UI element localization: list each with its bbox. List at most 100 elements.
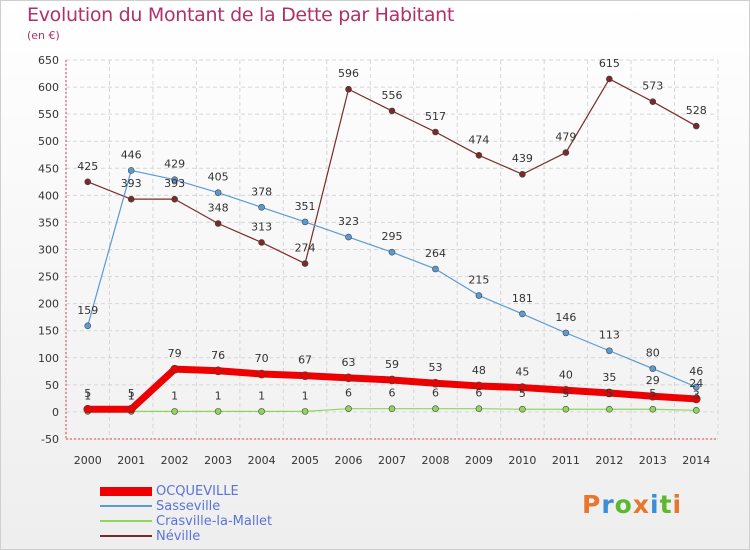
data-label: 393 <box>164 177 185 190</box>
data-point <box>344 373 353 383</box>
data-label: 76 <box>211 349 225 362</box>
data-label: 474 <box>468 133 489 146</box>
x-tick-label: 2009 <box>465 454 493 467</box>
y-tick-label: 550 <box>38 108 59 121</box>
proxiti-logo: Proxiti <box>582 490 682 519</box>
data-point <box>605 388 614 398</box>
data-label: 48 <box>472 364 486 377</box>
x-tick-label: 2010 <box>508 454 536 467</box>
data-label: 1 <box>302 389 309 402</box>
data-label: 80 <box>646 347 660 360</box>
data-point <box>562 149 570 156</box>
data-point <box>214 220 222 227</box>
data-label: 351 <box>295 200 316 213</box>
data-label: 439 <box>512 152 533 165</box>
data-label: 264 <box>425 247 446 260</box>
data-label: 5 <box>649 387 656 400</box>
data-label: 63 <box>342 356 356 369</box>
data-label: 6 <box>345 387 352 400</box>
data-point <box>692 383 700 391</box>
data-label: 46 <box>689 365 703 378</box>
x-tick-label: 2003 <box>204 454 232 467</box>
legend-label: Sasseville <box>156 499 221 514</box>
y-tick-label: 300 <box>38 244 59 257</box>
data-point <box>474 381 484 391</box>
y-tick-label: 0 <box>52 406 59 419</box>
data-label: 1 <box>128 389 135 402</box>
data-point <box>432 128 439 136</box>
data-point <box>258 203 265 211</box>
data-label: 274 <box>295 242 316 255</box>
data-point <box>258 239 265 246</box>
data-label: 429 <box>164 158 185 171</box>
data-point <box>692 407 700 414</box>
data-point <box>518 383 527 392</box>
data-point <box>213 366 223 376</box>
data-label: 29 <box>646 374 660 387</box>
data-label: 5 <box>606 387 613 400</box>
data-point <box>431 378 440 388</box>
x-tick-label: 2005 <box>291 454 319 467</box>
data-point <box>606 347 613 355</box>
legend-swatch <box>100 520 152 522</box>
data-label: 59 <box>385 358 399 371</box>
data-point <box>432 405 439 412</box>
data-point <box>475 151 483 159</box>
data-label: 5 <box>128 387 135 400</box>
data-label: 348 <box>208 202 229 215</box>
logo-letter: i <box>672 490 683 519</box>
data-label: 1 <box>258 389 265 402</box>
y-tick-label: 200 <box>38 298 59 311</box>
data-label: 215 <box>468 274 489 287</box>
data-label: 573 <box>642 80 663 93</box>
data-label: 425 <box>77 160 98 173</box>
data-point <box>301 218 309 226</box>
data-label: 528 <box>686 104 707 117</box>
data-label: 596 <box>338 67 359 80</box>
x-tick-label: 2001 <box>117 454 145 467</box>
legend-swatch <box>100 535 152 537</box>
data-point <box>562 329 570 337</box>
data-label: 146 <box>555 311 576 324</box>
logo-letter: P <box>582 490 602 519</box>
y-tick-label: 450 <box>38 162 59 175</box>
data-point <box>83 404 93 414</box>
data-point <box>345 85 352 93</box>
x-tick-label: 2006 <box>335 454 363 467</box>
logo-letter: t <box>659 490 673 519</box>
y-tick-label: 50 <box>45 379 59 392</box>
data-point <box>126 404 136 414</box>
data-label: 378 <box>251 185 272 198</box>
data-label: 113 <box>599 329 620 342</box>
data-point <box>257 369 266 379</box>
data-point <box>387 375 397 385</box>
data-point <box>606 75 613 83</box>
data-label: 446 <box>121 148 142 161</box>
legend-label: Crasville-la-Mallet <box>156 514 273 529</box>
data-label: 159 <box>77 304 98 317</box>
data-label: 6 <box>475 387 482 400</box>
y-tick-label: -50 <box>41 433 59 446</box>
data-point <box>345 233 352 241</box>
data-point <box>388 405 396 412</box>
data-point <box>606 405 613 413</box>
data-point <box>127 195 135 203</box>
axes: -50 0 50 100 150 200 250 300 350 400 450 500 550 600 6… <box>38 54 718 467</box>
y-tick-label: 600 <box>38 81 59 94</box>
data-point <box>388 248 396 256</box>
data-label: 295 <box>382 230 403 243</box>
data-point <box>345 405 352 412</box>
data-label: 70 <box>255 352 269 365</box>
data-label: 5 <box>562 387 569 400</box>
data-label: 35 <box>602 371 616 384</box>
legend-label: Néville <box>156 529 201 544</box>
data-point <box>648 391 658 401</box>
data-label: 6 <box>432 387 439 400</box>
data-label: 45 <box>515 366 529 379</box>
data-labels: 5 579 76 70 67 63 59 53 48 45 40 35 29 24159446429405… <box>77 57 707 402</box>
y-tick-label: 150 <box>38 325 59 338</box>
data-point <box>475 405 483 412</box>
data-label: 3 <box>693 388 700 401</box>
